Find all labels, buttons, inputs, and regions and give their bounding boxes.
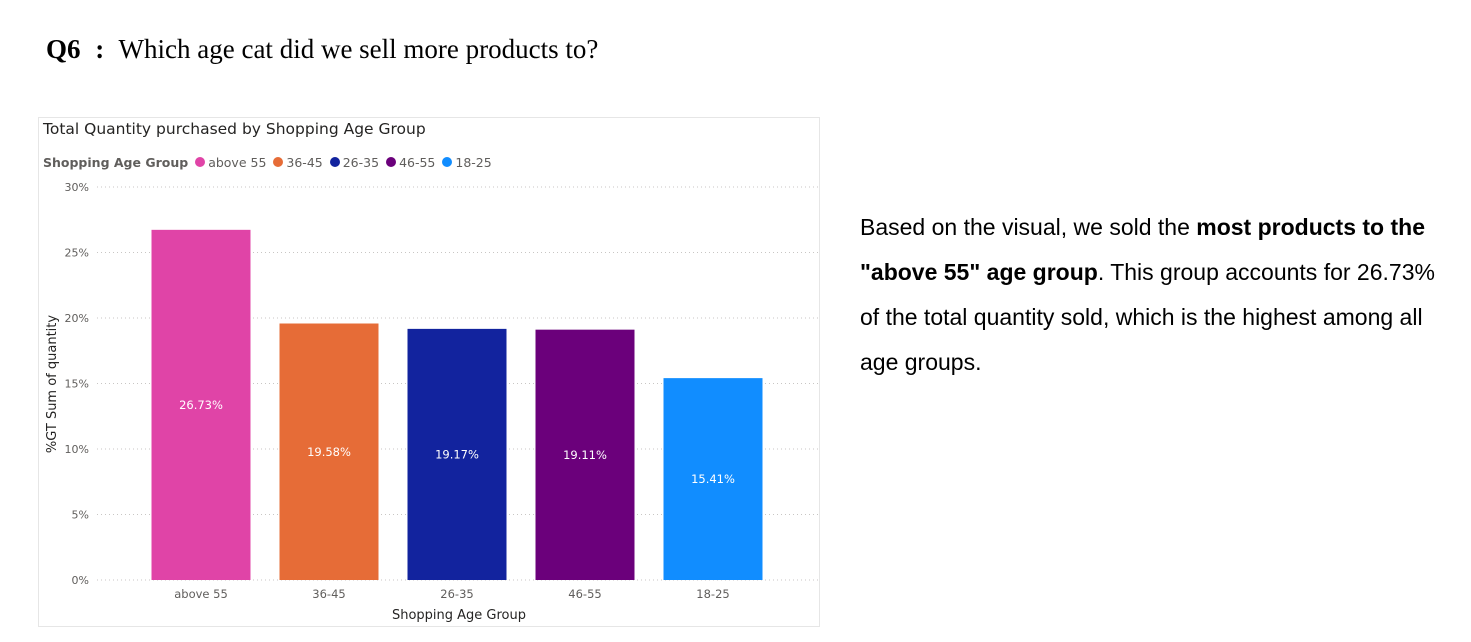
- y-tick-label: 5%: [72, 509, 89, 522]
- question-text: Which age cat did we sell more products …: [118, 34, 599, 64]
- bar-chart: 0% 5% 10% 15% 20% 25% 30% %GT Sum of quantity 26…: [45, 181, 819, 623]
- y-tick-label: 0%: [72, 574, 89, 587]
- y-tick-label: 15%: [65, 378, 89, 391]
- bar[interactable]: [407, 328, 507, 580]
- data-label: 26.73%: [179, 398, 223, 412]
- x-tick-label: 36-45: [312, 587, 345, 601]
- question-colon: :: [95, 34, 105, 64]
- x-tick-label: 18-25: [696, 587, 729, 601]
- legend-item[interactable]: 26-35: [329, 154, 380, 170]
- x-tick-label: 46-55: [568, 587, 601, 601]
- answer-bold: most products to the "above 55" age grou…: [860, 214, 1425, 285]
- chart-title: Total Quantity purchased by Shopping Age…: [43, 120, 426, 138]
- answer-text: Based on the visual, we sold the most pr…: [860, 205, 1460, 385]
- legend-item[interactable]: 36-45: [273, 154, 323, 170]
- data-label: 19.17%: [435, 447, 479, 461]
- legend-title: Shopping Age Group: [43, 154, 189, 170]
- bar[interactable]: [663, 378, 763, 580]
- legend-label: 46-55: [399, 154, 436, 170]
- chart-panel: Total Quantity purchased by Shopping Age…: [38, 117, 820, 627]
- legend-items: above 55 36-45 26-35 46-55 18-25: [195, 155, 499, 170]
- y-tick-label: 30%: [65, 181, 89, 194]
- question-heading: Q6 : Which age cat did we sell more prod…: [46, 34, 598, 65]
- legend-item[interactable]: 18-25: [442, 154, 492, 170]
- legend-item[interactable]: above 55: [195, 155, 266, 170]
- legend-label: 26-35: [342, 154, 380, 170]
- y-axis-label: %GT Sum of quantity: [45, 315, 60, 453]
- chart-legend: Shopping Age Group above 55 36-45 26-35 46-…: [43, 153, 499, 171]
- legend-label: 36-45: [286, 154, 323, 170]
- bar[interactable]: [535, 329, 635, 580]
- x-tick-label: above 55: [174, 587, 228, 601]
- legend-item[interactable]: 46-55: [386, 155, 435, 170]
- legend-swatch: [329, 157, 340, 167]
- data-label: 19.58%: [307, 445, 351, 459]
- x-tick-label: 26-35: [440, 587, 473, 601]
- legend-swatch: [195, 157, 206, 167]
- x-axis-label: Shopping Age Group: [392, 608, 526, 623]
- question-number: Q6: [46, 34, 81, 64]
- bar[interactable]: [279, 323, 379, 580]
- bar[interactable]: [151, 229, 251, 580]
- legend-label: above 55: [208, 154, 267, 170]
- answer-part-2: . This group accounts for 26.73% of the …: [860, 259, 1435, 375]
- y-tick-label: 10%: [65, 443, 89, 456]
- data-label: 19.11%: [563, 448, 607, 462]
- data-label: 15.41%: [691, 472, 735, 486]
- legend-swatch: [273, 157, 284, 167]
- y-tick-label: 20%: [65, 312, 89, 325]
- legend-swatch: [442, 157, 453, 167]
- legend-swatch: [386, 157, 397, 167]
- y-tick-label: 25%: [65, 247, 89, 260]
- legend-label: 18-25: [455, 154, 492, 170]
- answer-part-1: Based on the visual, we sold the: [860, 214, 1197, 240]
